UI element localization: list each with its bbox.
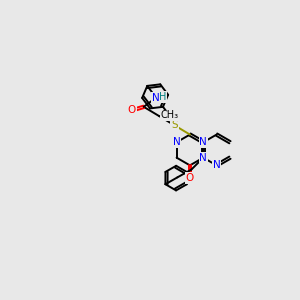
Text: N: N bbox=[213, 160, 220, 170]
Text: N: N bbox=[200, 137, 207, 147]
Text: N: N bbox=[173, 137, 181, 147]
Text: O: O bbox=[186, 173, 194, 183]
Text: N: N bbox=[200, 153, 207, 163]
Text: H: H bbox=[159, 92, 167, 102]
Text: O: O bbox=[128, 105, 136, 116]
Text: CH₃: CH₃ bbox=[160, 110, 178, 121]
Text: N: N bbox=[152, 93, 160, 103]
Text: S: S bbox=[171, 120, 178, 130]
Text: N: N bbox=[200, 137, 207, 147]
